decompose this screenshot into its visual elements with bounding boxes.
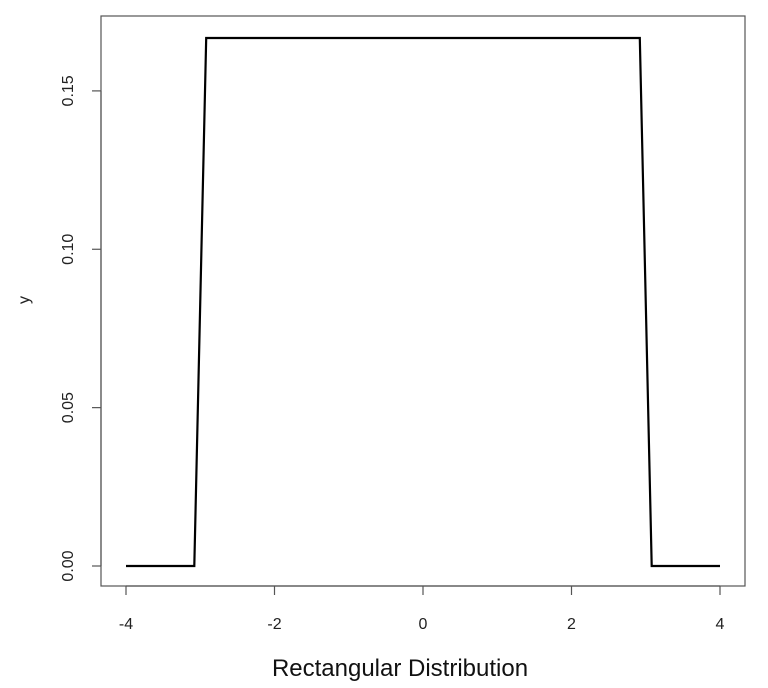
series-layer: [126, 36, 720, 568]
y-tick-label: 0.10: [60, 234, 77, 265]
y-tick-label: 0.05: [60, 392, 77, 423]
y-axis-title: y: [16, 296, 33, 304]
y-tick-label: 0.00: [60, 550, 77, 581]
x-tick-label: -4: [119, 616, 133, 633]
x-tick-label: 4: [716, 616, 725, 633]
y-tick-label: 0.15: [60, 75, 77, 106]
x-axis: -4 -2 0 2 4: [119, 585, 725, 633]
x-tick-label: -2: [267, 616, 281, 633]
plot-frame: [100, 15, 746, 587]
x-tick-label: 0: [419, 616, 428, 633]
x-axis-title: Rectangular Distribution: [272, 655, 528, 682]
x-tick-label: 2: [567, 616, 576, 633]
y-axis: 0.00 0.05 0.10 0.15: [60, 75, 102, 582]
density-line: [126, 36, 720, 568]
